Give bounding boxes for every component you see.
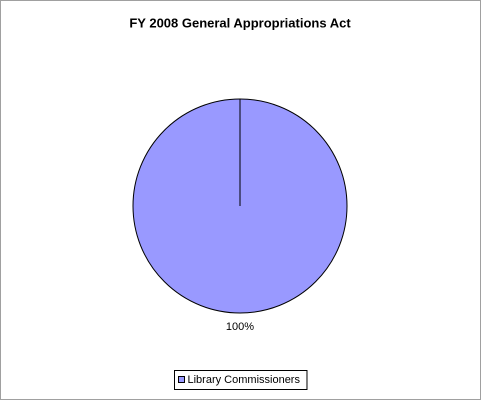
legend-box [174,370,308,390]
legend-label: Library Commissioners [188,374,301,386]
legend: Library Commissioners [174,370,308,390]
data-label: 100% [226,321,254,333]
chart-title: FY 2008 General Appropriations Act [129,15,351,30]
legend-swatch [178,376,185,383]
